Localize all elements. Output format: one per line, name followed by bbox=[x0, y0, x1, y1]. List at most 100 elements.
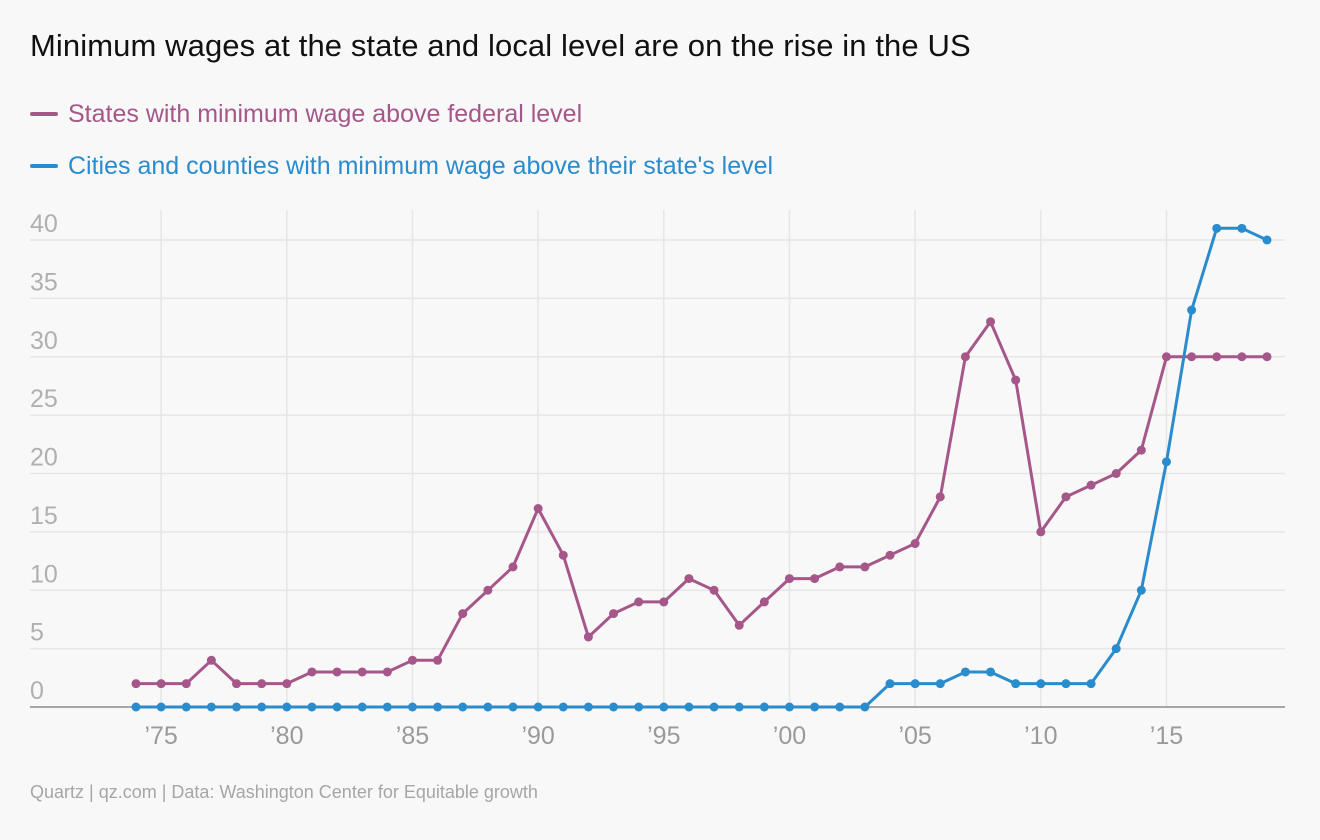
data-point-series-0 bbox=[634, 597, 644, 607]
legend-item-states: States with minimum wage above federal l… bbox=[30, 88, 773, 140]
data-point-series-0 bbox=[181, 679, 191, 689]
x-tick-label: ’05 bbox=[898, 722, 931, 750]
data-point-series-1 bbox=[784, 702, 794, 712]
data-point-series-0 bbox=[357, 667, 367, 677]
chart-title: Minimum wages at the state and local lev… bbox=[30, 28, 971, 63]
data-point-series-0 bbox=[709, 585, 719, 595]
data-point-series-0 bbox=[558, 550, 568, 560]
data-point-series-1 bbox=[558, 702, 568, 712]
data-point-series-0 bbox=[734, 620, 744, 630]
data-point-series-1 bbox=[583, 702, 593, 712]
source-note: Quartz | qz.com | Data: Washington Cente… bbox=[30, 782, 538, 802]
data-point-series-1 bbox=[156, 702, 166, 712]
data-point-series-0 bbox=[583, 632, 593, 642]
data-point-series-0 bbox=[609, 609, 619, 619]
data-point-series-0 bbox=[960, 352, 970, 362]
y-tick-label: 0 bbox=[30, 677, 44, 705]
data-point-series-0 bbox=[433, 655, 443, 665]
data-point-series-1 bbox=[1086, 679, 1096, 689]
data-point-series-0 bbox=[232, 679, 242, 689]
legend-label-cities: Cities and counties with minimum wage ab… bbox=[68, 151, 774, 180]
data-point-series-0 bbox=[382, 667, 392, 677]
data-point-series-0 bbox=[1111, 469, 1121, 478]
y-tick-label: 35 bbox=[30, 268, 58, 296]
y-tick-label: 10 bbox=[30, 560, 58, 588]
data-point-series-0 bbox=[156, 679, 166, 689]
data-point-series-1 bbox=[483, 702, 493, 712]
data-point-series-0 bbox=[1011, 375, 1021, 385]
legend-swatch-cities bbox=[30, 164, 58, 168]
data-point-series-0 bbox=[1161, 352, 1171, 362]
data-point-series-1 bbox=[609, 702, 619, 712]
data-point-series-1 bbox=[1111, 644, 1121, 654]
data-point-series-1 bbox=[332, 702, 342, 712]
data-point-series-1 bbox=[734, 702, 744, 712]
data-point-series-1 bbox=[1212, 223, 1222, 233]
data-point-series-1 bbox=[533, 702, 543, 712]
data-point-series-1 bbox=[810, 702, 820, 712]
data-point-series-1 bbox=[433, 702, 443, 712]
data-point-series-1 bbox=[1011, 679, 1021, 689]
data-point-series-0 bbox=[659, 597, 669, 607]
data-point-series-1 bbox=[759, 702, 769, 712]
data-point-series-1 bbox=[458, 702, 468, 712]
data-point-series-1 bbox=[232, 702, 242, 712]
data-point-series-0 bbox=[835, 562, 845, 572]
y-tick-label: 15 bbox=[30, 502, 58, 530]
legend: States with minimum wage above federal l… bbox=[30, 88, 773, 192]
data-point-series-1 bbox=[131, 702, 141, 712]
data-point-series-1 bbox=[1237, 223, 1247, 233]
data-point-series-0 bbox=[1036, 527, 1046, 537]
data-point-series-1 bbox=[1061, 679, 1071, 689]
data-point-series-0 bbox=[935, 492, 945, 502]
data-point-series-1 bbox=[709, 702, 719, 712]
series-line-1 bbox=[134, 226, 1269, 709]
data-point-series-0 bbox=[1086, 480, 1096, 490]
y-tick-label: 40 bbox=[30, 210, 58, 238]
x-tick-label: ’10 bbox=[1024, 722, 1057, 750]
data-point-series-0 bbox=[885, 550, 895, 560]
series-line-0 bbox=[134, 320, 1269, 686]
data-point-series-0 bbox=[407, 655, 417, 665]
data-point-series-0 bbox=[784, 574, 794, 584]
data-point-series-0 bbox=[1237, 352, 1247, 362]
data-point-series-0 bbox=[458, 609, 468, 619]
data-point-series-1 bbox=[910, 679, 920, 689]
data-point-series-0 bbox=[307, 667, 317, 677]
data-point-series-0 bbox=[131, 679, 141, 689]
y-tick-label: 30 bbox=[30, 327, 58, 355]
data-point-series-0 bbox=[508, 562, 518, 572]
data-point-series-1 bbox=[986, 667, 996, 677]
data-point-series-1 bbox=[885, 679, 895, 689]
data-point-series-1 bbox=[508, 702, 518, 712]
data-point-series-1 bbox=[634, 702, 644, 712]
data-point-series-0 bbox=[332, 667, 342, 677]
legend-swatch-states bbox=[30, 112, 58, 116]
data-point-series-1 bbox=[960, 667, 970, 677]
legend-item-cities: Cities and counties with minimum wage ab… bbox=[30, 140, 773, 192]
data-point-series-0 bbox=[257, 679, 267, 689]
x-tick-label: ’00 bbox=[773, 722, 806, 750]
data-point-series-0 bbox=[810, 574, 820, 584]
data-point-series-1 bbox=[1262, 235, 1272, 245]
data-point-series-1 bbox=[835, 702, 845, 712]
data-point-series-0 bbox=[533, 504, 543, 514]
x-tick-label: ’75 bbox=[144, 722, 177, 750]
data-point-series-0 bbox=[1187, 352, 1197, 362]
data-point-series-0 bbox=[684, 574, 694, 584]
data-point-series-1 bbox=[357, 702, 367, 712]
data-point-series-0 bbox=[986, 317, 996, 327]
data-point-series-0 bbox=[1212, 352, 1222, 362]
legend-label-states: States with minimum wage above federal l… bbox=[68, 99, 583, 128]
x-tick-label: ’95 bbox=[647, 722, 680, 750]
data-point-series-1 bbox=[382, 702, 392, 712]
x-tick-label: ’85 bbox=[396, 722, 429, 750]
data-point-series-1 bbox=[407, 702, 417, 712]
data-point-series-1 bbox=[684, 702, 694, 712]
data-point-series-1 bbox=[257, 702, 267, 712]
data-point-series-1 bbox=[181, 702, 191, 712]
data-point-series-0 bbox=[1136, 445, 1146, 455]
data-point-series-0 bbox=[910, 539, 920, 549]
data-point-series-0 bbox=[282, 679, 292, 689]
